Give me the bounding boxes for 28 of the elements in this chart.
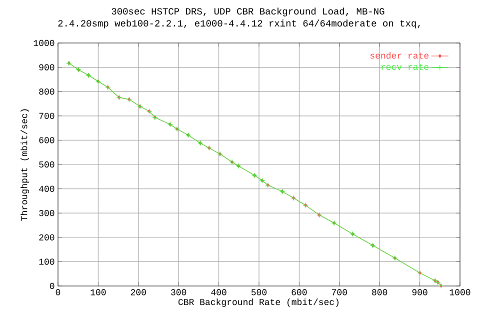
x-tick-label: 600 <box>292 289 307 296</box>
x-tick-label: 100 <box>90 289 106 296</box>
y-tick-label: 0 <box>50 282 54 290</box>
y-tick-label: 200 <box>39 234 54 240</box>
x-tick-label: 500 <box>251 289 267 296</box>
x-tick-label: 0 <box>56 289 60 296</box>
legend-label: recv rate <box>382 64 428 70</box>
y-tick-label: 1000 <box>34 40 54 46</box>
x-tick-label: 700 <box>332 289 347 296</box>
chart-title: 300sec HSTCP DRS, UDP CBR Background Load, MB-NG <box>112 8 384 16</box>
y-tick-label: 100 <box>39 258 54 265</box>
x-tick-label: 900 <box>412 289 428 296</box>
y-tick-label: 600 <box>39 137 54 144</box>
y-tick-label: 700 <box>39 112 54 119</box>
x-tick-label: 300 <box>171 289 186 296</box>
x-tick-label: 400 <box>211 289 226 296</box>
x-tick-label: 800 <box>372 289 388 296</box>
y-axis-title: Throughput (mbit/sec) <box>20 109 29 221</box>
x-axis-title: CBR Background Rate (mbit/sec) <box>178 298 338 307</box>
y-tick-label: 300 <box>39 210 54 216</box>
legend-label: sender rate <box>370 52 428 59</box>
x-tick-label: 1000 <box>450 289 470 296</box>
y-tick-label: 400 <box>39 186 54 192</box>
x-tick-label: 200 <box>130 289 146 296</box>
chart-subtitle: 2.4.20smp web100-2.2.1, e1000-4.4.12 rxint 64/64moderate on txq, <box>58 20 420 28</box>
y-tick-label: 900 <box>39 64 54 70</box>
y-tick-label: 800 <box>39 88 54 95</box>
y-tick-label: 500 <box>39 161 54 168</box>
